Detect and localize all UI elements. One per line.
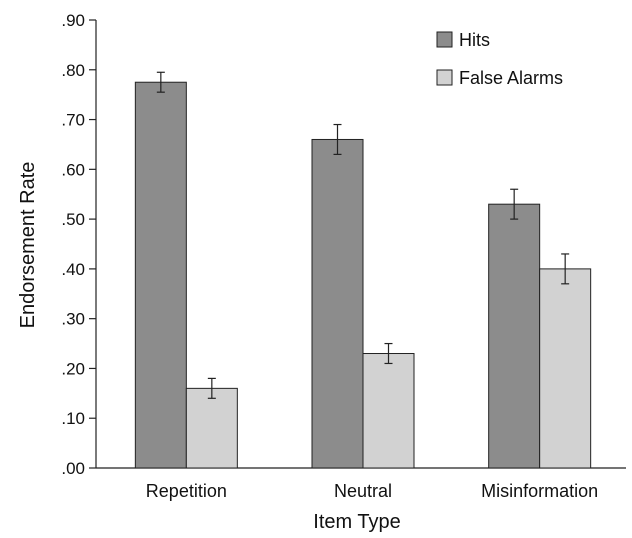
error-bar <box>156 71 165 93</box>
category-label: Misinformation <box>481 481 598 501</box>
y-axis-title: Endorsement Rate <box>17 162 39 329</box>
legend-swatch <box>436 69 453 86</box>
bar-false-alarms-neutral <box>362 353 415 469</box>
y-tick-label: .10 <box>61 409 85 428</box>
legend-swatch <box>436 31 453 48</box>
error-bars <box>156 71 570 399</box>
bar-false-alarms-repetition <box>185 387 238 469</box>
error-bar <box>207 377 216 399</box>
y-axis: .00 .10 .20 .30 .40 .50 .60 .70 .80 .90 <box>61 11 97 478</box>
y-tick-label: .00 <box>61 459 85 478</box>
legend-label: Hits <box>459 30 490 50</box>
error-bar <box>333 123 342 155</box>
bar-hits-misinformation <box>488 203 541 469</box>
bar-hits-neutral <box>311 138 364 469</box>
y-tick-label: .70 <box>61 111 85 130</box>
y-tick-label: .30 <box>61 310 85 329</box>
y-tick-label: .80 <box>61 61 85 80</box>
y-tick-label: .20 <box>61 359 85 378</box>
legend-label: False Alarms <box>459 68 563 88</box>
category-label: Neutral <box>334 481 392 501</box>
error-bar <box>510 188 519 220</box>
y-tick-label: .50 <box>61 210 85 229</box>
error-bar <box>384 342 393 365</box>
category-labels: Repetition Neutral Misinformation <box>146 481 598 501</box>
legend: Hits False Alarms <box>436 30 563 88</box>
category-label: Repetition <box>146 481 227 501</box>
bar-false-alarms-misinformation <box>539 268 592 469</box>
y-tick-label: .60 <box>61 160 85 179</box>
bars <box>134 81 592 469</box>
y-tick-label: .40 <box>61 260 85 279</box>
y-tick-label: .90 <box>61 11 85 30</box>
x-axis-title: Item Type <box>313 511 400 533</box>
error-bar <box>561 253 570 285</box>
bar-hits-repetition <box>134 81 187 469</box>
